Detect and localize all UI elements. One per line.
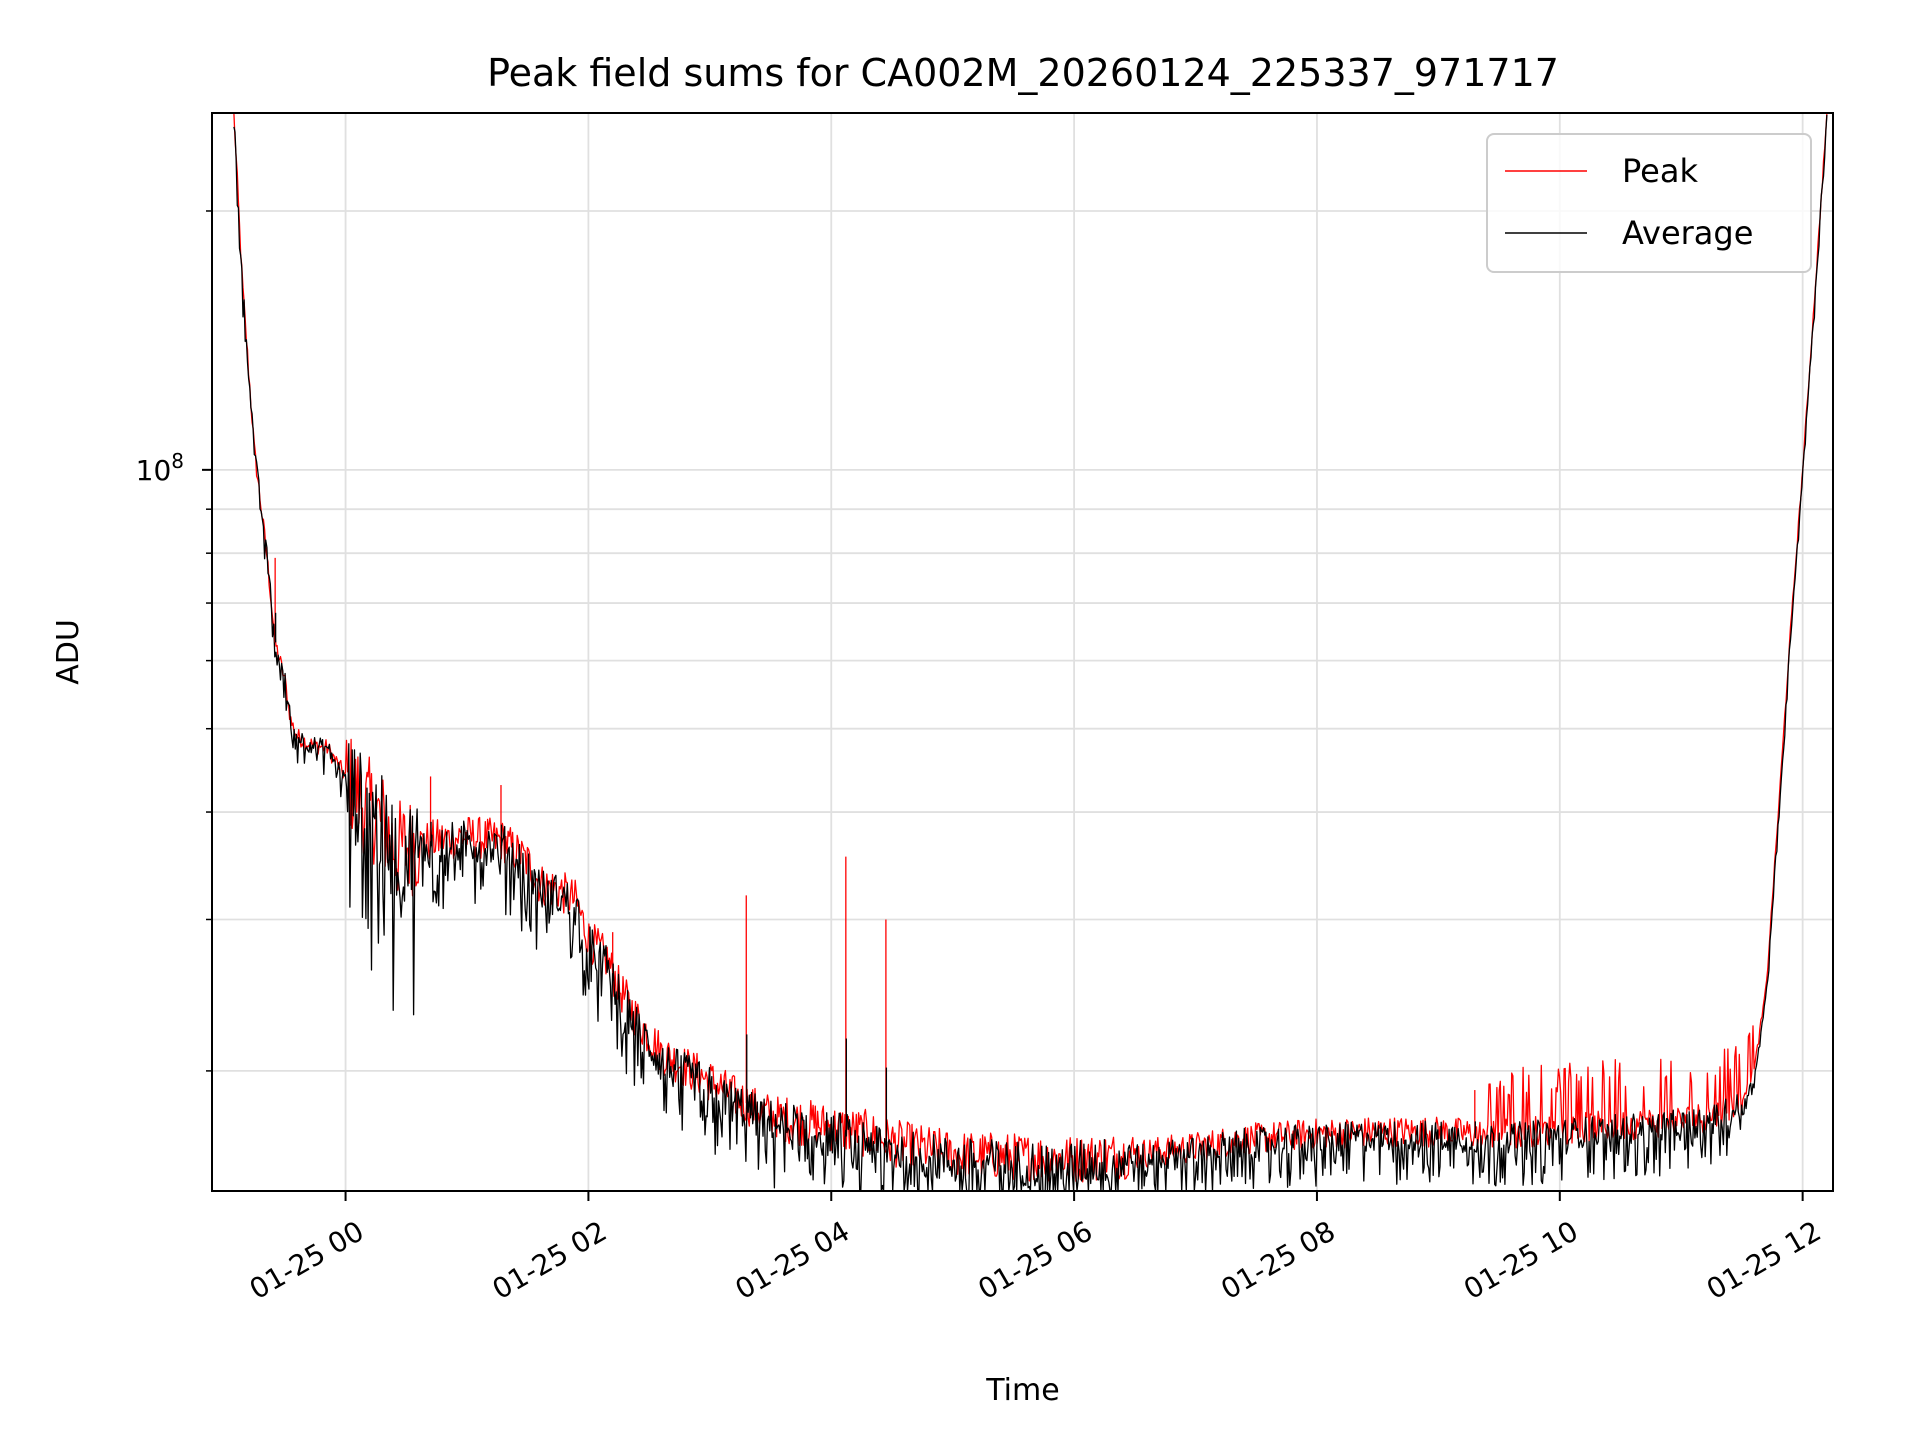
y-axis-label: ADU <box>51 619 86 685</box>
y-ticks: 108 <box>136 210 212 1072</box>
x-axis-label: Time <box>985 1373 1059 1408</box>
legend-box <box>1486 133 1812 273</box>
chart-title: Peak field sums for CA002M_20260124_2253… <box>487 51 1559 95</box>
legend-peak-label: Peak <box>1622 152 1698 190</box>
y-tick-label: 108 <box>136 449 184 487</box>
grid <box>212 113 1833 1191</box>
legend-average-label: Average <box>1622 214 1753 252</box>
plot-frame <box>211 112 1834 1192</box>
legend: Peak Average <box>1486 133 1812 273</box>
